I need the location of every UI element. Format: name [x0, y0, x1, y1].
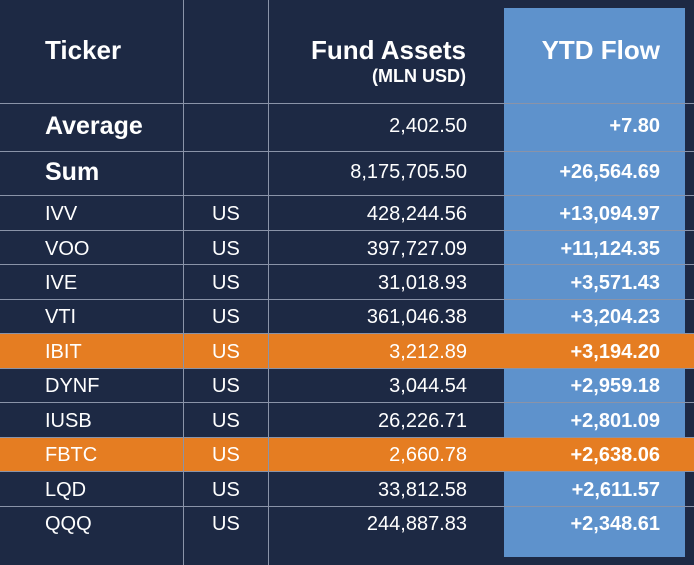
- row-divider: [0, 195, 694, 196]
- row-divider: [0, 299, 694, 300]
- ytd-flow-cell: +2,801.09: [570, 410, 660, 432]
- fund-assets-cell: 2,660.78: [389, 444, 467, 466]
- row-divider: [0, 230, 694, 231]
- row-divider: [0, 506, 694, 507]
- row-divider: [0, 264, 694, 265]
- fund-assets-cell: 26,226.71: [378, 410, 467, 432]
- fund-assets-cell: 31,018.93: [378, 272, 467, 294]
- fund-assets-cell: 397,727.09: [366, 238, 467, 260]
- ytd-flow-cell: +3,571.43: [570, 272, 660, 294]
- ytd-flow-cell: +2,348.61: [570, 513, 660, 535]
- fund-assets-cell: 428,244.56: [366, 203, 467, 225]
- ytd-flow-cell: +2,638.06: [570, 444, 660, 466]
- ticker-cell: IVE: [45, 272, 78, 294]
- ticker-cell: FBTC: [45, 444, 98, 466]
- fund-assets-cell: 244,887.83: [366, 513, 467, 535]
- highlighted-row-band: [0, 437, 694, 471]
- ytd-flow-cell: +3,204.23: [570, 306, 660, 328]
- country-cell: US: [212, 375, 240, 397]
- ytd-flow-cell: +3,194.20: [570, 341, 660, 363]
- row-divider: [0, 402, 694, 403]
- column-divider: [268, 0, 269, 565]
- row-divider: [0, 471, 694, 472]
- summary-label-sum: Sum: [45, 158, 100, 186]
- summary-fund-assets-sum: 8,175,705.50: [350, 161, 467, 183]
- row-divider: [0, 151, 694, 152]
- country-cell: US: [212, 306, 240, 328]
- header-fund-assets: Fund Assets: [310, 35, 466, 65]
- fund-assets-cell: 361,046.38: [366, 306, 467, 328]
- fund-assets-cell: 3,212.89: [389, 341, 467, 363]
- country-cell: US: [212, 513, 240, 535]
- ticker-cell: IVV: [45, 203, 78, 225]
- country-cell: US: [212, 444, 240, 466]
- ticker-cell: DYNF: [45, 375, 100, 397]
- country-cell: US: [212, 410, 240, 432]
- country-cell: US: [212, 341, 240, 363]
- column-divider: [183, 0, 184, 565]
- ytd-flow-cell: +2,959.18: [570, 375, 660, 397]
- ticker-cell: IUSB: [45, 410, 92, 432]
- ytd-flow-cell: +11,124.35: [560, 238, 660, 260]
- country-cell: US: [212, 203, 240, 225]
- highlighted-row-band: [0, 333, 694, 368]
- country-cell: US: [212, 479, 240, 501]
- ticker-cell: VOO: [45, 238, 90, 260]
- row-divider: [0, 333, 694, 334]
- summary-fund-assets-average: 2,402.50: [389, 115, 467, 137]
- ytd-flow-cell: +13,094.97: [559, 203, 660, 225]
- fund-assets-cell: 3,044.54: [389, 375, 467, 397]
- ticker-cell: QQQ: [45, 513, 92, 535]
- summary-ytd-flow-average: +7.80: [609, 115, 660, 137]
- row-divider: [0, 437, 694, 438]
- ticker-cell: IBIT: [45, 341, 82, 363]
- fund-assets-cell: 33,812.58: [378, 479, 467, 501]
- country-cell: US: [212, 272, 240, 294]
- row-divider: [0, 368, 694, 369]
- header-ytd-flow: YTD Flow: [541, 35, 660, 65]
- country-cell: US: [212, 238, 240, 260]
- ytd-flow-cell: +2,611.57: [571, 479, 660, 501]
- ticker-cell: LQD: [45, 479, 87, 501]
- summary-ytd-flow-sum: +26,564.69: [559, 161, 660, 183]
- header-fund-assets-unit: (MLN USD): [372, 66, 466, 86]
- row-divider: [0, 103, 694, 104]
- header-ticker: Ticker: [45, 35, 122, 65]
- ticker-cell: VTI: [45, 306, 77, 328]
- summary-label-average: Average: [45, 112, 143, 140]
